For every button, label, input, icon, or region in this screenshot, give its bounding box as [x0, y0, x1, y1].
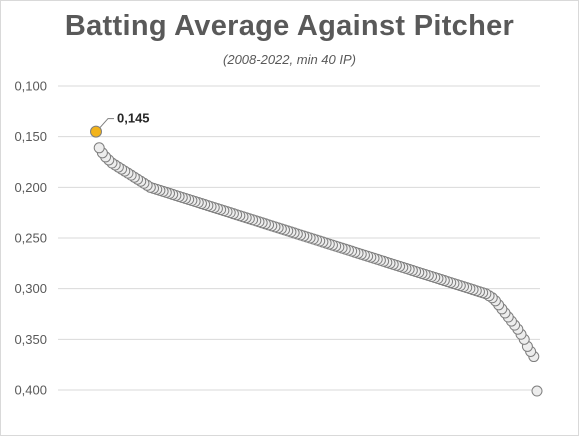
y-tick-label: 0,150 — [14, 129, 47, 144]
data-label: 0,145 — [117, 111, 150, 126]
chart-subtitle: (2008-2022, min 40 IP) — [223, 52, 356, 67]
highlighted-data-point — [90, 125, 102, 138]
callout-leader-line — [99, 118, 114, 128]
y-tick-label: 0,350 — [14, 332, 47, 347]
y-tick-label: 0,400 — [14, 383, 47, 398]
chart-title: Batting Average Against Pitcher — [64, 10, 515, 42]
data-point — [531, 385, 543, 397]
y-tick-label: 0,250 — [14, 231, 47, 246]
y-tick-label: 0,300 — [14, 281, 47, 296]
data-point — [93, 142, 105, 154]
y-tick-label: 0,100 — [14, 79, 47, 94]
y-tick-label: 0,200 — [14, 180, 47, 195]
